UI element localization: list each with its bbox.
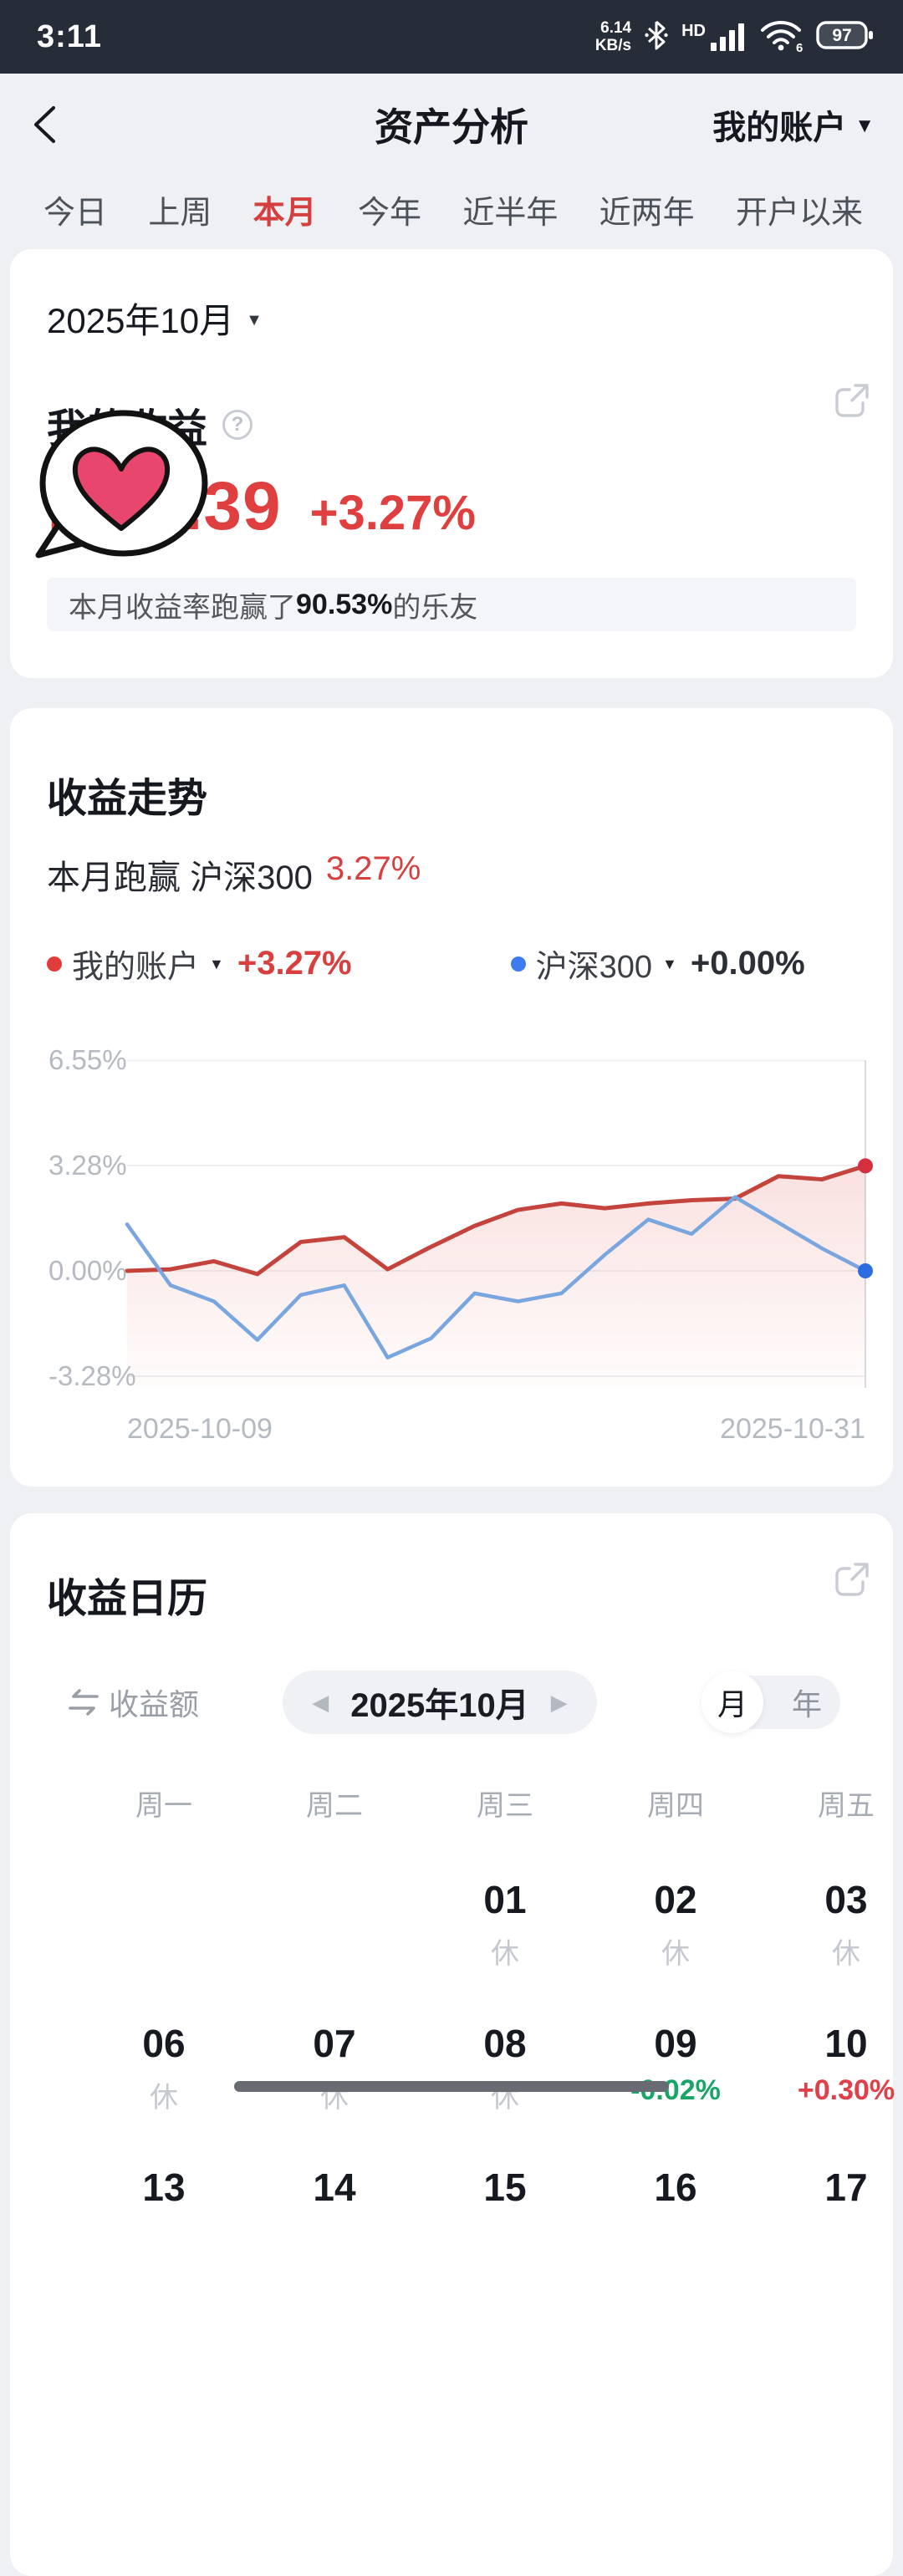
y-tick-0: 6.55%: [48, 1044, 127, 1076]
home-indicator[interactable]: [234, 2081, 669, 2092]
network-speed: 6.14 KB/s: [594, 19, 632, 54]
calendar-day-13[interactable]: 13: [142, 2165, 186, 2209]
heart-icon: [72, 446, 171, 531]
trend-subtitle: 本月跑赢 沪深300 3.27%: [47, 850, 421, 896]
calendar-day-02[interactable]: 02 休: [654, 1878, 697, 1970]
chart-legend: 我的账户 ▼ +3.27% 沪深300 ▼ +0.00%: [10, 941, 893, 987]
tab-1[interactable]: 上周: [148, 195, 212, 231]
tab-5[interactable]: 近两年: [599, 195, 695, 231]
wifi-icon: 6: [759, 18, 803, 56]
status-bar: 3:11 6.14 KB/s HD: [0, 0, 903, 74]
toggle-month-option[interactable]: 月: [701, 1671, 763, 1733]
back-button[interactable]: [28, 99, 79, 150]
tab-6[interactable]: 开户以来: [735, 195, 863, 231]
trend-chart[interactable]: 6.55% 3.28% 0.00% -3.28%: [10, 1015, 893, 1408]
calendar-day-15[interactable]: 15: [483, 2165, 527, 2209]
weekday-3: 周四: [647, 1790, 704, 1822]
legend-my-account[interactable]: 我的账户 ▼ +3.27%: [47, 941, 352, 987]
calendar-day-06[interactable]: 06 休: [142, 2022, 186, 2114]
calendar-day-14[interactable]: 14: [313, 2165, 356, 2209]
month-selector[interactable]: 2025年10月 ▼: [47, 301, 263, 340]
chevron-down-icon: ▼: [246, 310, 263, 329]
calendar-day-01[interactable]: 01 休: [483, 1878, 527, 1970]
share-icon[interactable]: [833, 1560, 871, 1603]
svg-text:97: 97: [832, 26, 851, 45]
calendar-day-empty: [79, 1877, 249, 1954]
swap-arrows-icon: [69, 1689, 99, 1716]
x-tick-start: 2025-10-09: [127, 1413, 273, 1445]
page-header: 资产分析 我的账户 ▼: [0, 74, 903, 176]
page-title: 资产分析: [375, 105, 528, 149]
profit-calendar-card: 收益日历 收益额 ◀ 2025年10月 ▶ 月 年 周一 周二 周三 周四 周五 01 休…: [10, 1513, 895, 2576]
chevron-down-icon: ▼: [855, 115, 875, 137]
beat-banner: 本月收益率跑赢了 90.53% 的乐友: [47, 578, 856, 631]
calendar-period-label: 2025年10月: [350, 1687, 529, 1724]
weekday-2: 周三: [477, 1790, 533, 1822]
tab-0[interactable]: 今日: [43, 195, 108, 231]
my-profit-card: 2025年10月 ▼ 我的收益 ? ,708.39 +3.27% 本月收益率跑赢…: [10, 249, 893, 678]
weekday-1: 周二: [306, 1790, 363, 1822]
calendar-day-03[interactable]: 03 休: [824, 1878, 868, 1970]
metric-toggle-profit-amount[interactable]: 收益额: [67, 1681, 199, 1724]
prev-month-button[interactable]: ◀: [312, 1689, 329, 1715]
legend-hs300[interactable]: 沪深300 ▼ +0.00%: [510, 941, 805, 987]
tab-3[interactable]: 今年: [357, 195, 421, 231]
account-selector[interactable]: 我的账户 ▼: [712, 110, 875, 146]
weekday-0: 周一: [135, 1790, 192, 1822]
help-icon[interactable]: ?: [222, 410, 253, 440]
cellular-signal-icon: HD: [681, 22, 746, 51]
profit-percent: +3.27%: [309, 486, 476, 540]
calendar-title: 收益日历: [47, 1577, 208, 1621]
profit-trend-card: 收益走势 本月跑赢 沪深300 3.27% 我的账户 ▼ +3.27% 沪深30…: [10, 708, 893, 1487]
calendar-weekday-header: 周一 周二 周三 周四 周五: [10, 1783, 893, 1824]
battery-icon: 97: [816, 20, 875, 54]
y-tick-2: 0.00%: [48, 1255, 127, 1286]
calendar-period-selector: ◀ 2025年10月 ▶: [283, 1671, 597, 1734]
chevron-down-icon: ▼: [662, 956, 677, 972]
calendar-day-10[interactable]: 10 +0.30%: [797, 2022, 895, 2106]
calendar-week-2: 13 14 15 16 17: [10, 2165, 893, 2242]
clock: 3:11: [37, 18, 102, 54]
tab-4[interactable]: 近半年: [462, 195, 559, 231]
trend-title: 收益走势: [47, 777, 208, 821]
back-chevron-icon: [34, 106, 55, 143]
month-year-toggle[interactable]: 月 年: [701, 1671, 840, 1733]
period-tabs: 今日 上周 本月 今年 近半年 近两年 开户以来: [0, 176, 903, 242]
calendar-day-16[interactable]: 16: [654, 2165, 697, 2209]
weekday-4: 周五: [818, 1790, 875, 1822]
calendar-day-17[interactable]: 17: [824, 2165, 868, 2209]
tab-2[interactable]: 本月: [253, 195, 317, 231]
x-axis-labels: 2025-10-09 2025-10-31: [10, 1413, 893, 1448]
next-month-button[interactable]: ▶: [550, 1689, 568, 1715]
bluetooth-icon: [645, 19, 668, 55]
legend-dot-red: [47, 956, 62, 972]
chevron-down-icon: ▼: [209, 956, 224, 972]
calendar-day-empty: [249, 1877, 420, 1954]
share-icon[interactable]: [833, 381, 871, 424]
calendar-week-0: 01 休 02 休 03 休: [10, 1877, 893, 1970]
toggle-year-option[interactable]: 年: [791, 1687, 822, 1722]
wifi-6-badge: 6: [796, 41, 803, 52]
y-tick-3: -3.28%: [48, 1359, 136, 1391]
heart-sticker: [33, 410, 211, 567]
legend-dot-blue: [510, 956, 526, 972]
x-tick-end: 2025-10-31: [720, 1413, 865, 1445]
y-tick-1: 3.28%: [48, 1150, 127, 1181]
